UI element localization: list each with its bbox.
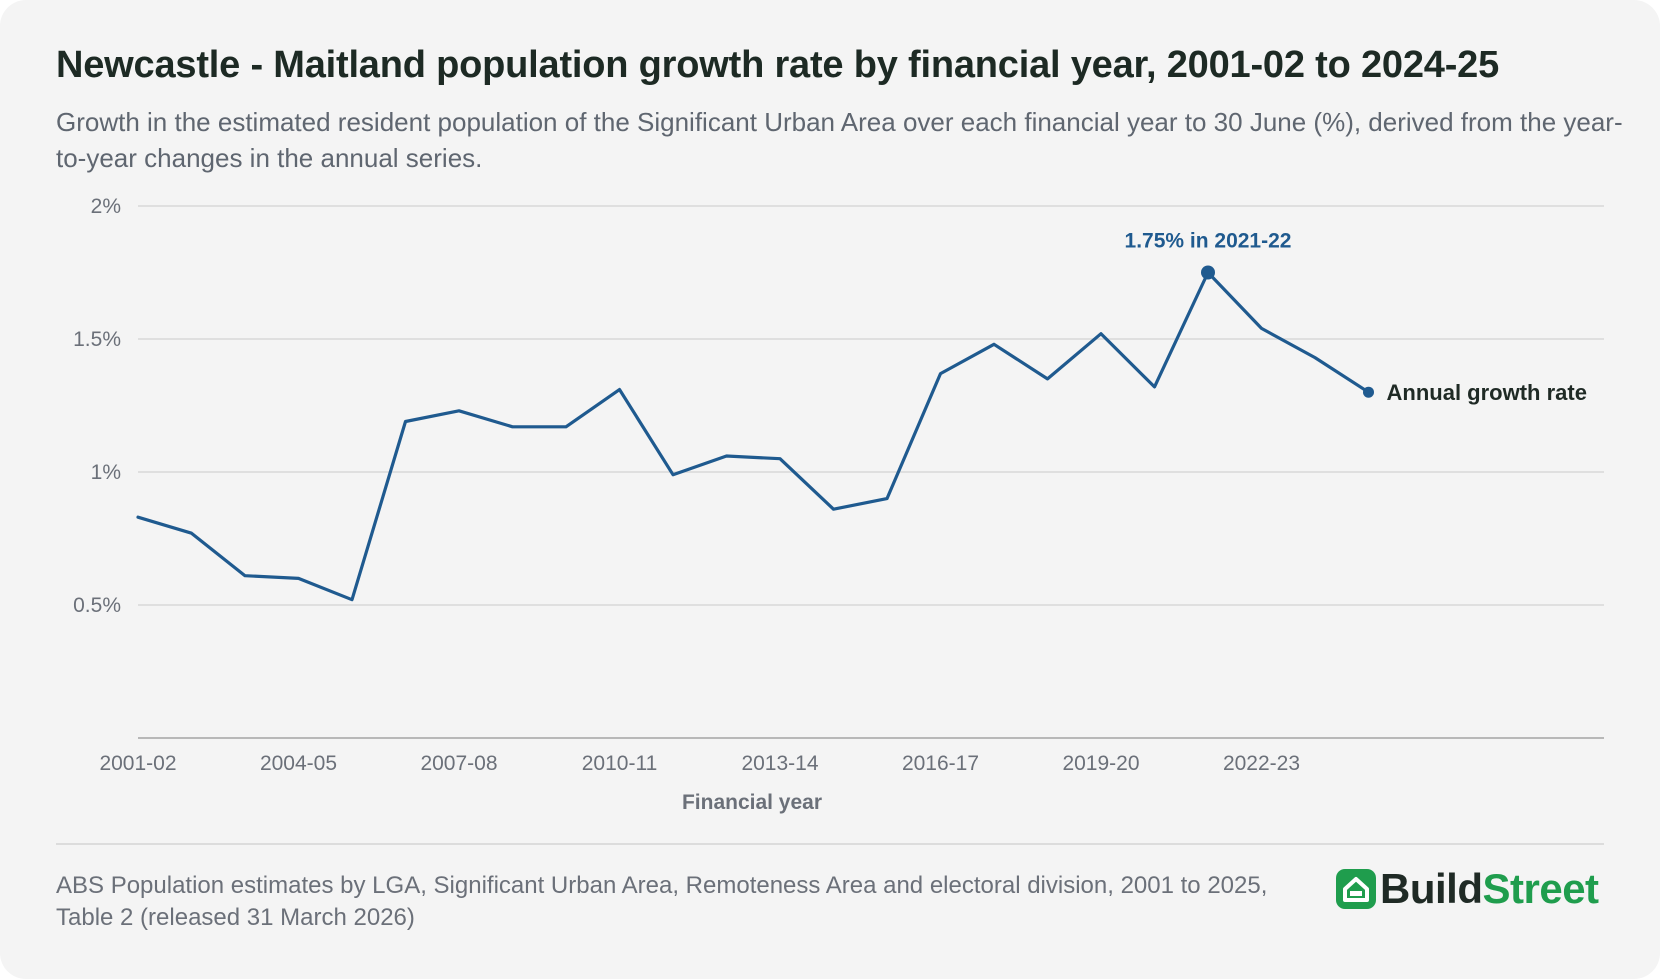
peak-point xyxy=(1201,265,1215,280)
y-tick-label: 0.5% xyxy=(73,594,121,617)
logo-text-build: Build xyxy=(1380,865,1483,912)
x-tick-label: 2001-02 xyxy=(99,752,176,775)
x-tick-label: 2007-08 xyxy=(420,752,497,775)
gridlines xyxy=(138,205,1604,606)
x-tick-label: 2022-23 xyxy=(1223,752,1300,775)
logo-text-street: Street xyxy=(1482,865,1599,912)
chart-subtitle: Growth in the estimated resident populat… xyxy=(56,107,1623,173)
x-axis-title: Financial year xyxy=(682,791,822,814)
x-tick-label: 2013-14 xyxy=(741,752,818,775)
y-tick-label: 1% xyxy=(91,461,121,484)
x-tick-label: 2016-17 xyxy=(902,752,979,775)
series-group: Annual growth rate 1.75% in 2021-22 xyxy=(136,230,1587,602)
x-tick-label: 2019-20 xyxy=(1062,752,1139,775)
footer-divider xyxy=(56,843,1604,845)
x-axis-ticks: 2001-02 2004-05 2007-08 2010-11 2013-14 2016-… xyxy=(99,752,1300,775)
chart-title: Newcastle - Maitland population growth r… xyxy=(56,44,1500,86)
peak-annotation: 1.75% in 2021-22 xyxy=(1125,230,1292,253)
series-line xyxy=(136,270,1371,602)
x-tick-label: 2004-05 xyxy=(260,752,337,775)
source-note: ABS Population estimates by LGA, Signifi… xyxy=(56,872,1268,931)
x-tick-label: 2010-11 xyxy=(582,752,658,775)
y-tick-label: 1.5% xyxy=(73,328,121,351)
house-icon xyxy=(1336,869,1376,909)
buildstreet-logo: Build Street xyxy=(1336,866,1599,912)
y-axis-ticks: 0.5% 1% 1.5% 2% xyxy=(73,195,121,617)
y-tick-label: 2% xyxy=(91,195,121,218)
series-end-point xyxy=(1363,386,1374,398)
series-label: Annual growth rate xyxy=(1387,380,1587,405)
